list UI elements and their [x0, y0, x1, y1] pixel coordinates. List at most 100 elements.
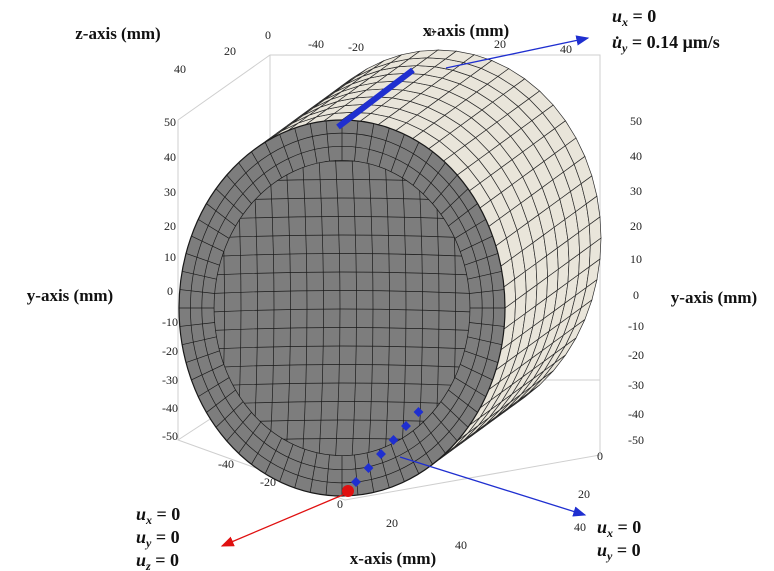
- annotation: uy = 0: [597, 540, 641, 563]
- axis-title: z-axis (mm): [75, 24, 160, 43]
- labels: z-axis (mm) x-axis (mm) y-axis (mm) y-axis …: [27, 6, 757, 571]
- relation: = 0: [613, 517, 641, 537]
- tick-label: 20: [224, 44, 236, 58]
- mesh-radial: [390, 134, 405, 172]
- mesh-line: [214, 438, 470, 446]
- annotation: ux = 0: [612, 6, 656, 29]
- tick-label: 40: [164, 150, 176, 164]
- mesh-radial: [215, 188, 244, 215]
- mesh-line: [214, 271, 470, 280]
- mesh-radial: [264, 438, 282, 474]
- mesh-radial: [448, 203, 478, 227]
- mesh-line: [214, 197, 470, 206]
- tick-label: 40: [630, 149, 642, 163]
- symbol: u: [136, 504, 146, 524]
- mesh-line: [214, 160, 470, 169]
- mesh-radial: [279, 444, 294, 482]
- mesh-line: [214, 216, 470, 224]
- edge-node: [413, 407, 424, 417]
- mesh-radial: [366, 123, 375, 164]
- tick-label: 50: [164, 115, 176, 129]
- mesh-radial: [294, 449, 306, 488]
- mesh-radial: [309, 123, 318, 164]
- mesh-radial: [448, 389, 478, 413]
- mesh-radial: [191, 364, 224, 381]
- tick-label: -50: [628, 433, 644, 447]
- mesh-radial: [432, 174, 458, 204]
- tick-label: 20: [386, 516, 398, 530]
- tick-label: 20: [164, 219, 176, 233]
- annotation: ux = 0: [136, 504, 180, 527]
- tick-label: -20: [260, 475, 276, 489]
- tick-label: -40: [308, 37, 324, 51]
- mesh-radial: [354, 120, 359, 162]
- mesh-radial: [325, 454, 330, 496]
- mesh-radial: [226, 174, 252, 204]
- subscript: z: [145, 559, 151, 571]
- mesh-radial: [182, 336, 217, 346]
- mesh-radial: [185, 350, 220, 363]
- mesh-line: [214, 382, 470, 391]
- symbol: u: [136, 527, 146, 547]
- tick-label: 0: [597, 449, 603, 463]
- mesh-radial: [294, 128, 306, 167]
- mesh-radial: [354, 454, 359, 496]
- mesh-radial: [440, 188, 469, 215]
- relation: = 0: [628, 6, 656, 26]
- tick-label: 0: [265, 28, 271, 42]
- tick-label: 10: [630, 252, 642, 266]
- tick-label: 30: [630, 184, 642, 198]
- annotation: ux = 0: [597, 517, 641, 540]
- side-cell: [588, 216, 602, 247]
- mesh-radial: [454, 219, 486, 239]
- tick-label: -40: [218, 457, 234, 471]
- tick-label: -10: [628, 319, 644, 333]
- annotation: u̇y = 0.14 μm/s: [612, 32, 720, 55]
- edge-node: [388, 435, 399, 445]
- tick-label: 20: [578, 487, 590, 501]
- tick-label: 40: [560, 42, 572, 56]
- subscript: y: [620, 41, 628, 55]
- tick-label: 50: [630, 114, 642, 128]
- tick-label: 20: [630, 219, 642, 233]
- mesh-radial: [206, 203, 236, 227]
- symbol: u: [597, 517, 607, 537]
- axis-title: x-axis (mm): [350, 549, 436, 568]
- fixed-point: [342, 485, 354, 497]
- tick-label: 10: [164, 250, 176, 264]
- mesh-radial: [469, 322, 505, 327]
- cylinder-mesh: [178, 49, 602, 497]
- tick-label: -40: [162, 401, 178, 415]
- tick-label: -20: [348, 40, 364, 54]
- tick-label: 0: [167, 284, 173, 298]
- subscript: y: [605, 549, 613, 563]
- mesh-radial: [454, 377, 486, 397]
- mesh-radial: [402, 438, 420, 474]
- mesh-radial: [226, 412, 252, 442]
- tick-label: 40: [174, 62, 186, 76]
- mesh-line: [214, 419, 470, 428]
- mesh-radial: [251, 430, 272, 465]
- symbol: u: [612, 6, 622, 26]
- mesh-radial: [325, 120, 330, 162]
- mesh-radial: [464, 253, 499, 266]
- symbol: u̇: [612, 32, 622, 52]
- mesh-radial: [390, 444, 405, 482]
- tick-label: -30: [628, 378, 644, 392]
- tick-label: -20: [162, 344, 178, 358]
- mesh-radial: [402, 142, 420, 178]
- mesh-radial: [251, 151, 272, 186]
- edge-node: [376, 449, 386, 459]
- axis-title: x-axis (mm): [423, 21, 509, 40]
- relation: = 0: [612, 540, 640, 560]
- mesh-radial: [198, 377, 230, 397]
- mesh-radial: [464, 350, 499, 363]
- mesh-radial: [412, 430, 433, 465]
- bottom-arrow: [399, 456, 587, 517]
- edge-node: [351, 477, 361, 487]
- subscript: x: [621, 15, 628, 29]
- mesh-radial: [179, 289, 215, 294]
- symbol: u: [597, 540, 607, 560]
- top-arrow: [445, 35, 590, 69]
